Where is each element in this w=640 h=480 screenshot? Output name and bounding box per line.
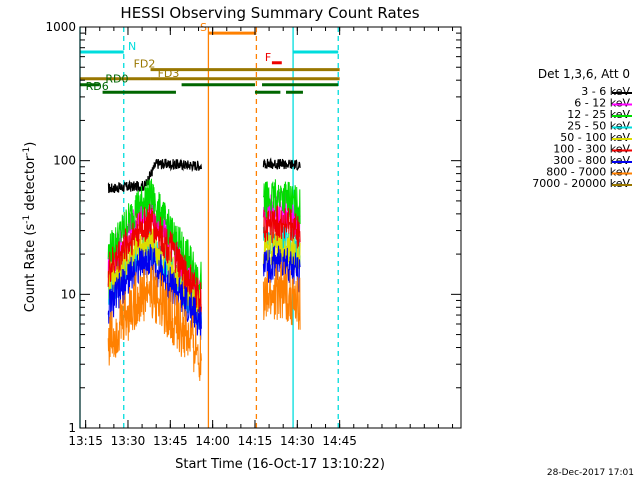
legend-label: 25 - 50 keV <box>567 120 630 133</box>
x-tick-label: 13:15 <box>68 434 103 448</box>
legend-label: 12 - 25 keV <box>567 108 630 121</box>
x-axis-label: Start Time (16-Oct-17 13:10:22) <box>175 457 385 472</box>
series-trace-5 <box>263 205 301 249</box>
flag-label-fd2: FD2 <box>134 58 156 71</box>
flag-label-f: F <box>265 51 271 64</box>
y-axis-label-main: Count Rate (s <box>23 224 38 313</box>
x-tick-label: 13:45 <box>153 434 188 448</box>
y-axis-label: Count Rate (s-1 detector-1) <box>22 142 38 313</box>
legend-label: 6 - 12 keV <box>574 97 630 110</box>
x-tick-label: 13:30 <box>111 434 146 448</box>
legend-title: Det 1,3,6, Att 0 <box>538 67 630 81</box>
legend-label: 300 - 800 keV <box>553 154 630 167</box>
plot-frame <box>79 26 462 429</box>
series-trace-7 <box>262 261 301 330</box>
series-trace-5 <box>107 203 202 316</box>
x-axis: 13:15 13:30 13:45 14:00 14:15 14:30 14:45 <box>68 27 454 448</box>
legend-label: 7000 - 20000 keV <box>532 177 630 190</box>
footer-date: 28-Dec-2017 17:01 <box>547 468 634 478</box>
y-tick-label: 1000 <box>45 20 76 34</box>
flag-label-n: N <box>128 40 136 53</box>
y-axis-label-exp1: -1 <box>22 215 32 224</box>
y-axis-label-mid: detector <box>23 155 38 215</box>
series-trace-0 <box>107 158 202 194</box>
flag-label-s: S <box>200 21 207 34</box>
legend-label: 3 - 6 keV <box>581 85 630 98</box>
series-trace-0 <box>262 157 301 171</box>
series-trace-2 <box>262 179 301 225</box>
legend-label: 100 - 300 keV <box>553 143 630 156</box>
x-tick-label: 14:30 <box>280 434 315 448</box>
y-tick-label: 10 <box>61 287 76 301</box>
series-trace-7 <box>107 264 202 382</box>
y-tick-label: 100 <box>53 154 76 168</box>
legend-label: 50 - 100 keV <box>560 131 630 144</box>
x-tick-label: 14:45 <box>322 434 357 448</box>
legend-label: 800 - 7000 keV <box>546 166 630 179</box>
x-tick-label: 14:15 <box>238 434 273 448</box>
series-trace-2 <box>107 178 202 294</box>
y-tick-label: 1 <box>68 421 76 435</box>
y-axis-label-exp2: -1 <box>22 147 32 156</box>
y-axis: 1 10 100 1000 <box>45 20 461 435</box>
flag-label-rd6: RD6 <box>86 80 109 93</box>
series-trace-6 <box>107 244 202 340</box>
x-tick-label: 14:00 <box>195 434 230 448</box>
y-axis-label-end: ) <box>23 142 38 147</box>
chart-title: HESSI Observing Summary Count Rates <box>120 4 419 22</box>
flag-label-rd0: RD0 <box>105 73 128 86</box>
flag-label-fd3: FD3 <box>158 67 180 80</box>
